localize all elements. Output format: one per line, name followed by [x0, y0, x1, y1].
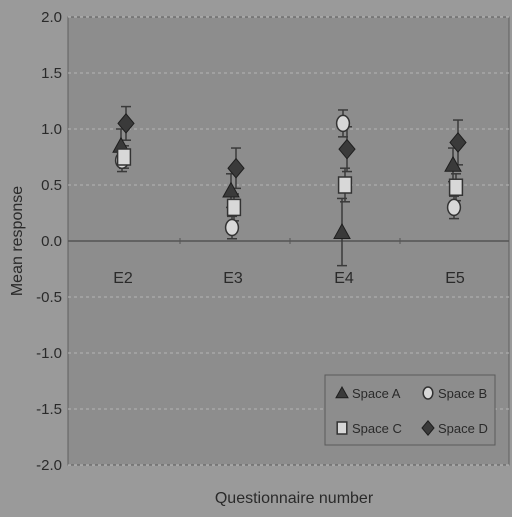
marker-circle — [446, 198, 462, 217]
y-tick-labels: 2.0 1.5 1.0 0.5 0.0 -0.5 -1.0 -1.5 -2.0 — [36, 9, 62, 474]
y-tick-label: 1.5 — [41, 65, 62, 82]
marker-circle — [335, 114, 351, 133]
y-tick-label: 0.5 — [41, 177, 62, 194]
legend: Space A Space B Space C Space D — [324, 374, 496, 446]
marker-circle — [422, 386, 434, 400]
data-markers — [112, 113, 467, 239]
x-axis-label: Questionnaire number — [215, 490, 374, 507]
x-category-labels: E2 E3 E4 E5 — [113, 270, 465, 287]
x-category-label: E2 — [113, 270, 133, 287]
marker-diamond — [338, 138, 356, 160]
marker-triangle — [335, 385, 349, 399]
marker-square — [448, 178, 464, 196]
y-tick-label: 1.0 — [41, 121, 62, 138]
y-tick-label: 0.0 — [41, 233, 62, 250]
marker-diamond — [421, 420, 435, 436]
marker-diamond — [449, 132, 467, 153]
marker-circle — [224, 218, 240, 237]
x-category-label: E4 — [334, 270, 354, 287]
y-tick-label: -0.5 — [36, 289, 62, 306]
y-tick-label: -1.5 — [36, 401, 62, 418]
legend-entry-label: Space B — [438, 386, 487, 401]
marker-square — [226, 198, 242, 217]
marker-diamond — [117, 113, 135, 134]
marker-triangle — [333, 223, 351, 239]
legend-box — [324, 374, 496, 446]
legend-entry-label: Space D — [438, 421, 488, 436]
y-axis-label: Mean response — [9, 186, 26, 296]
x-category-label: E3 — [223, 270, 243, 287]
y-tick-label: -2.0 — [36, 457, 62, 474]
x-category-label: E5 — [445, 270, 465, 287]
marker-square — [336, 421, 348, 435]
marker-triangle — [444, 155, 462, 172]
legend-entry-label: Space A — [352, 386, 401, 401]
marker-square — [337, 176, 353, 194]
legend-entry-label: Space C — [352, 421, 402, 436]
marker-square — [116, 148, 132, 166]
marker-diamond — [227, 157, 245, 179]
y-tick-label: -1.0 — [36, 345, 62, 362]
y-tick-label: 2.0 — [41, 9, 62, 26]
marker-triangle — [222, 181, 240, 198]
